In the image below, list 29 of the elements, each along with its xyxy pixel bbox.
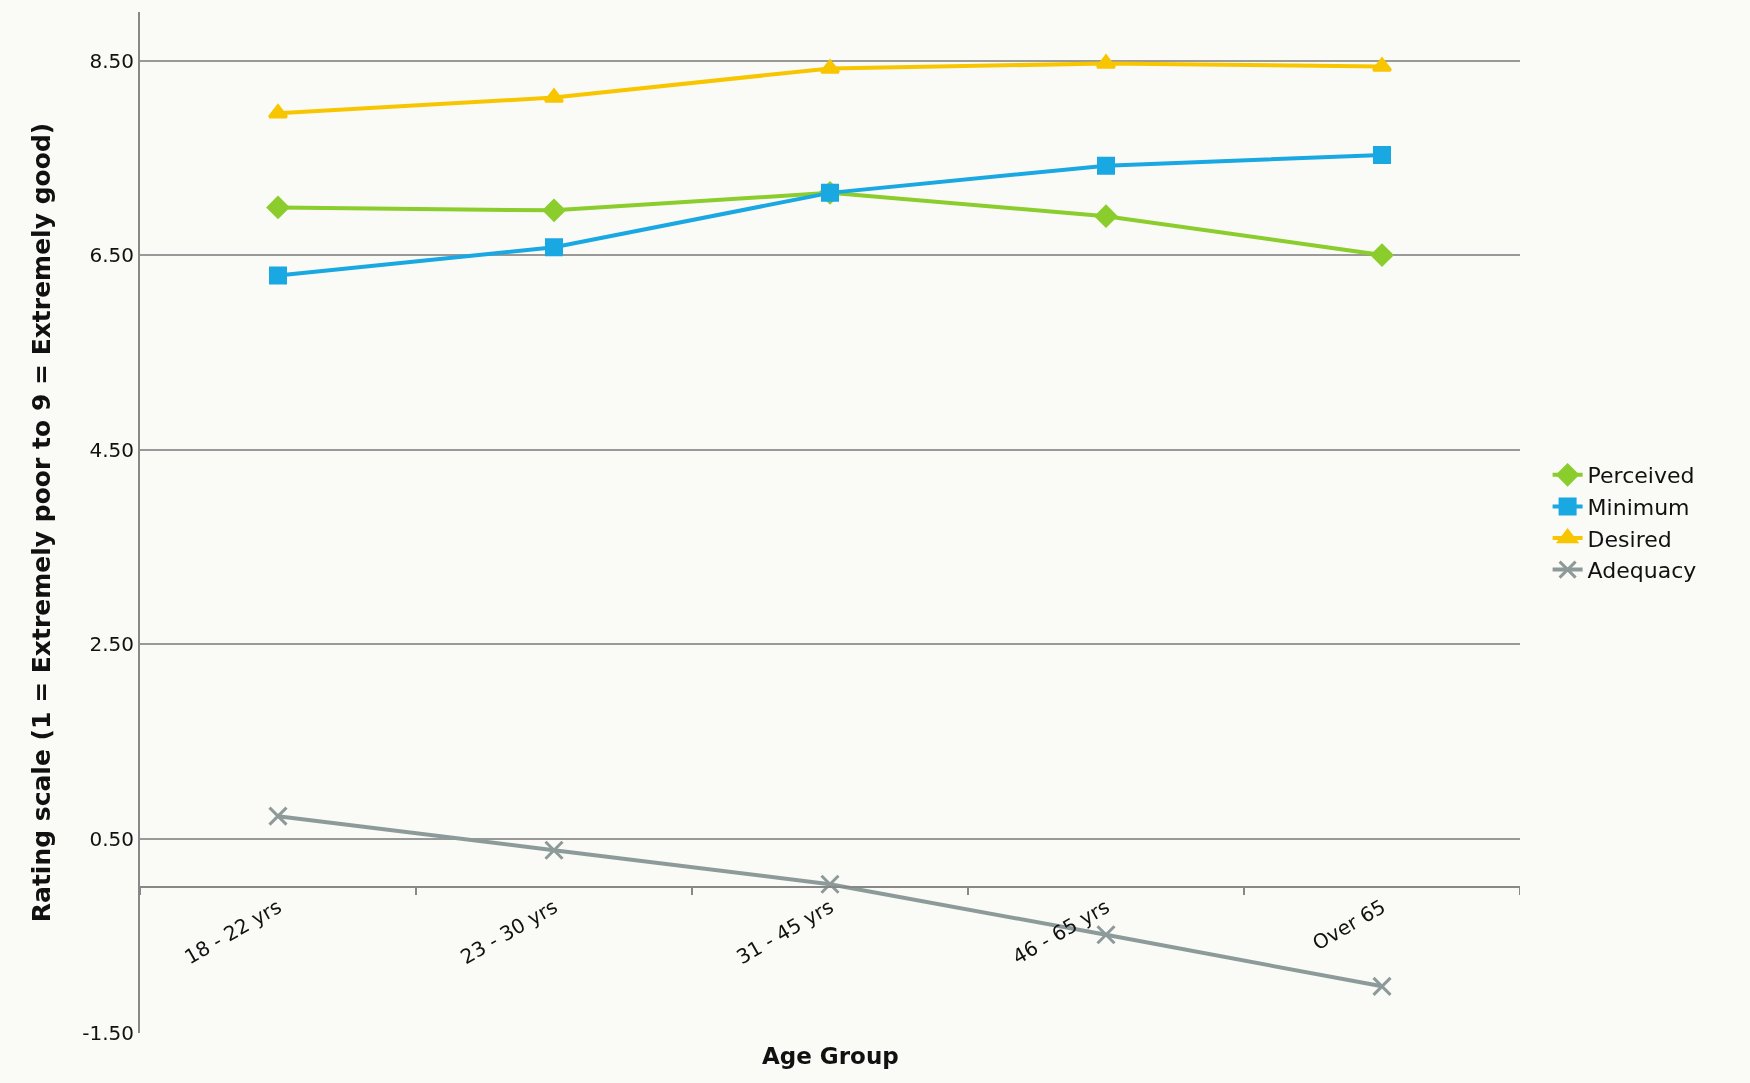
y-tick-label: 0.50: [89, 826, 134, 851]
y-tick-label: 8.50: [89, 48, 134, 73]
point: [820, 874, 840, 895]
x-tick-label: 23 - 30 yrs: [456, 894, 562, 969]
point: [1094, 204, 1118, 228]
y-axis-title: Rating scale (1 = Extremely poor to 9 = Extremely good): [26, 122, 56, 923]
point: [544, 840, 564, 861]
x-axis-title: Age Group: [762, 1043, 899, 1069]
point: [269, 266, 287, 285]
point: [545, 238, 563, 257]
point: [1372, 976, 1392, 997]
x-tick-label: 31 - 45 yrs: [732, 894, 838, 969]
point: [1097, 156, 1115, 175]
y-tick-label: 6.50: [89, 243, 134, 268]
point: [1373, 145, 1391, 164]
y-tick-label: -1.50: [82, 1021, 134, 1045]
x-tick-label: 46 - 65 yrs: [1008, 894, 1114, 969]
legend-label: Minimum: [1587, 494, 1690, 520]
point: [268, 806, 288, 827]
x-tick-label: Over 65: [1308, 894, 1390, 956]
x-tick-label: 18 - 22 yrs: [180, 894, 286, 969]
point: [1370, 243, 1394, 267]
legend-label: Perceived: [1587, 463, 1695, 489]
point: [266, 196, 290, 219]
legend-label: Adequacy: [1587, 558, 1697, 584]
y-tick-label: 2.50: [89, 632, 134, 657]
y-tick-label: 4.50: [89, 437, 134, 462]
legend-label: Desired: [1587, 526, 1672, 552]
point: [542, 199, 566, 222]
